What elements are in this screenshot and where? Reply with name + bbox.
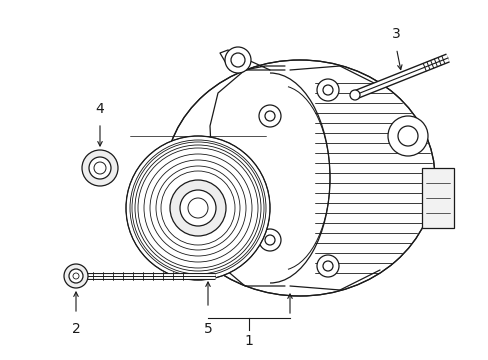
Text: 5: 5 <box>203 322 212 336</box>
FancyBboxPatch shape <box>421 168 453 228</box>
Text: 1: 1 <box>244 334 253 348</box>
Circle shape <box>64 264 88 288</box>
Circle shape <box>349 90 359 100</box>
Circle shape <box>230 53 244 67</box>
Circle shape <box>397 126 417 146</box>
Text: 3: 3 <box>391 27 400 41</box>
Circle shape <box>89 157 111 179</box>
Circle shape <box>323 261 332 271</box>
Circle shape <box>126 136 269 280</box>
Circle shape <box>69 269 83 283</box>
Circle shape <box>180 190 216 226</box>
Circle shape <box>387 116 427 156</box>
Circle shape <box>323 85 332 95</box>
Circle shape <box>224 47 250 73</box>
Circle shape <box>170 180 225 236</box>
FancyBboxPatch shape <box>209 143 229 213</box>
Circle shape <box>316 255 338 277</box>
Circle shape <box>82 150 118 186</box>
Circle shape <box>264 235 274 245</box>
Circle shape <box>316 79 338 101</box>
Circle shape <box>259 105 281 127</box>
Ellipse shape <box>164 60 434 296</box>
Circle shape <box>259 229 281 251</box>
Text: 2: 2 <box>71 322 80 336</box>
Text: 4: 4 <box>96 102 104 116</box>
Circle shape <box>264 111 274 121</box>
